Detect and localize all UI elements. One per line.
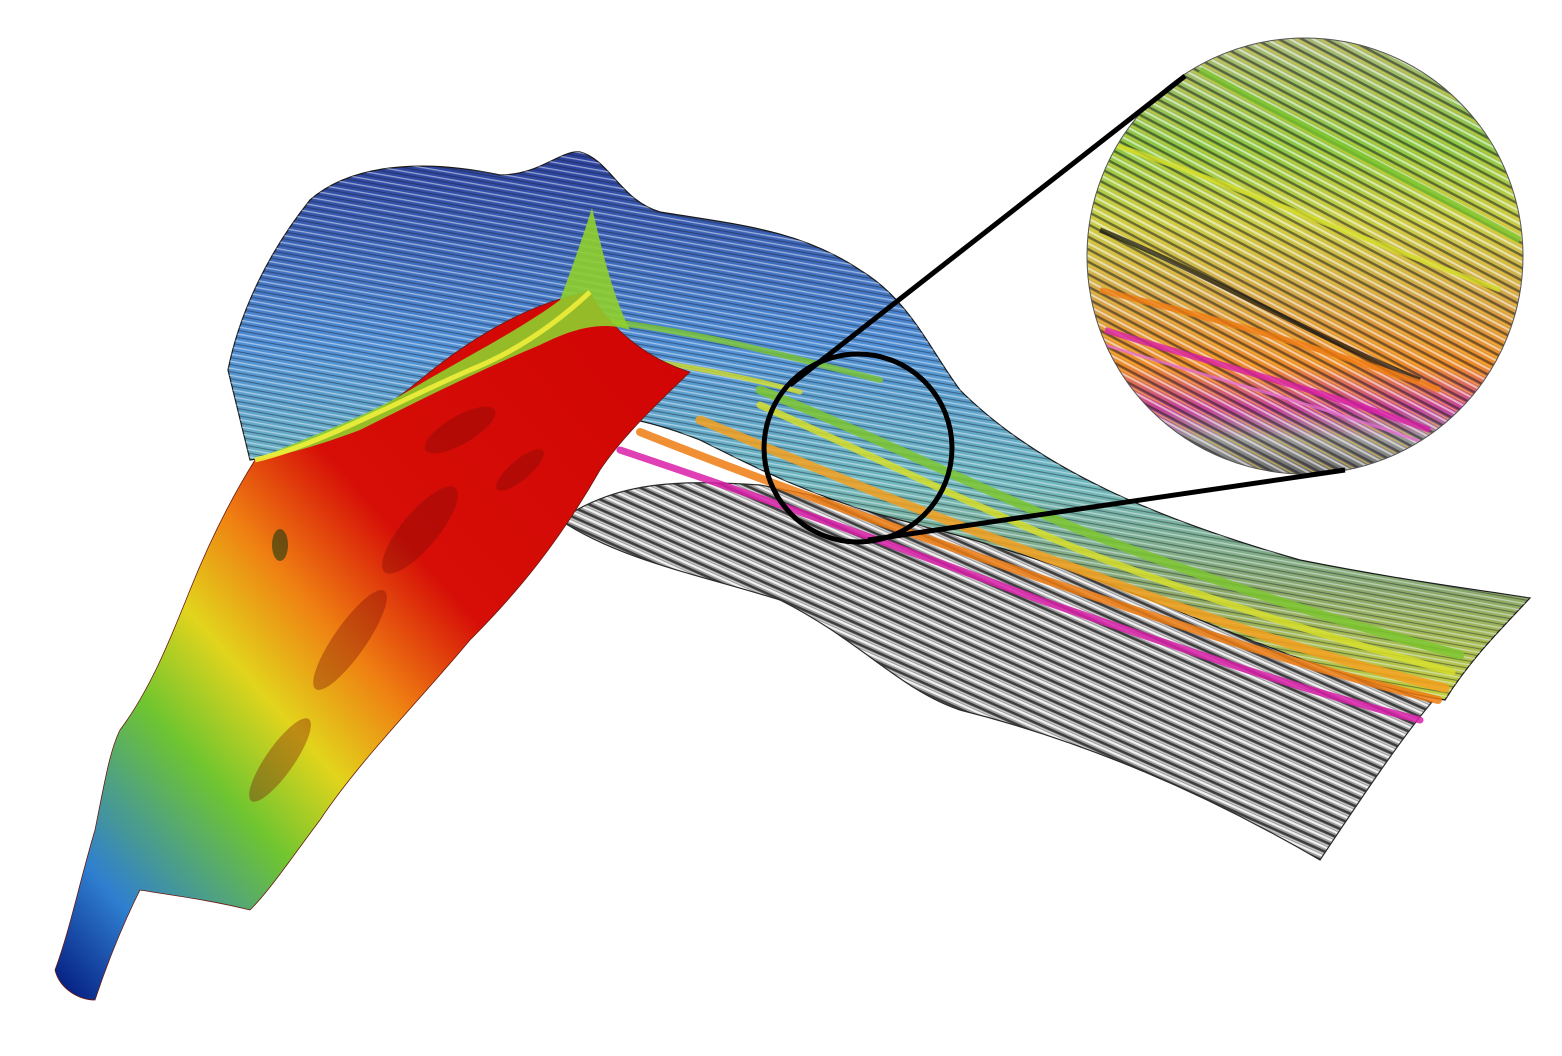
horizon-crest (255, 208, 630, 460)
zoom-locator-circle (761, 351, 955, 545)
zoom-inset (1086, 37, 1524, 475)
zoom-connector-bottom (867, 467, 1346, 543)
surface-shading (249, 406, 544, 802)
seismic-upper-layering (228, 151, 1530, 700)
zoom-connector-top (788, 74, 1187, 387)
